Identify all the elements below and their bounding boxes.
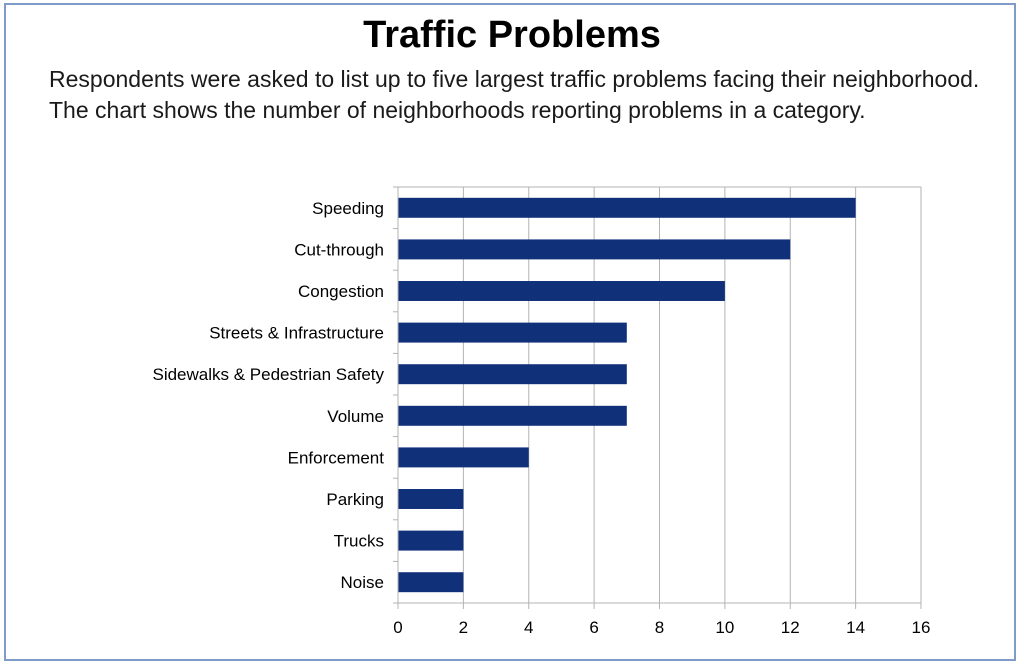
category-label: Streets & Infrastructure xyxy=(209,324,384,343)
x-tick-label: 4 xyxy=(524,618,533,637)
x-tick-label: 8 xyxy=(655,618,664,637)
bar-congestion xyxy=(398,281,725,301)
x-tick-label: 2 xyxy=(459,618,468,637)
x-tick-label: 14 xyxy=(846,618,865,637)
bar-volume xyxy=(398,405,627,426)
category-label: Enforcement xyxy=(288,448,385,467)
bar-streets-infrastructure xyxy=(398,322,627,343)
category-label: Congestion xyxy=(298,282,384,301)
bar-cut-through xyxy=(398,239,791,260)
category-label: Cut-through xyxy=(294,240,384,259)
x-tick-label: 0 xyxy=(393,618,402,637)
chart-title: Traffic Problems xyxy=(363,14,661,56)
category-label: Noise xyxy=(341,573,384,592)
category-label: Parking xyxy=(326,490,384,509)
bar-trucks xyxy=(398,530,464,551)
x-tick-label: 12 xyxy=(781,618,800,637)
category-label: Sidewalks & Pedestrian Safety xyxy=(152,365,384,384)
chart-subtitle: Respondents were asked to list up to fiv… xyxy=(49,66,980,123)
x-tick-label: 10 xyxy=(715,618,734,637)
bar-parking xyxy=(398,489,464,509)
category-label: Speeding xyxy=(312,199,384,218)
chart-frame xyxy=(4,3,1016,661)
category-label: Trucks xyxy=(334,532,384,551)
x-tick-label: 6 xyxy=(589,618,598,637)
bar-speeding xyxy=(398,197,856,218)
bar-enforcement xyxy=(398,447,529,468)
bar-sidewalks-pedestrian-safety xyxy=(398,364,627,385)
x-tick-label: 16 xyxy=(912,618,931,637)
bar-noise xyxy=(398,572,464,593)
category-label: Volume xyxy=(327,407,384,426)
